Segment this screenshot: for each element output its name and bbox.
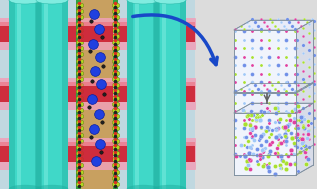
Ellipse shape [154,185,186,189]
Bar [0,82,195,86]
FancyBboxPatch shape [0,78,196,110]
Bar [127,0,159,189]
FancyBboxPatch shape [0,18,196,50]
Bar [17,0,21,189]
Bar [180,0,186,189]
Bar [154,0,186,189]
Bar [162,0,166,189]
Bar [36,0,42,189]
Bar [36,0,68,189]
Ellipse shape [127,0,159,4]
Bar [81,0,113,189]
Bar [76,0,81,189]
Bar [36,0,68,189]
Bar [0,22,195,26]
Ellipse shape [9,0,41,4]
Ellipse shape [154,185,186,189]
Bar [81,146,113,162]
Bar [81,22,113,26]
Polygon shape [296,83,314,155]
FancyBboxPatch shape [80,138,114,170]
Bar [36,0,42,189]
Bar [9,0,41,189]
Bar [17,0,21,189]
Ellipse shape [36,185,68,189]
Bar [153,0,159,189]
Bar [154,0,186,189]
Ellipse shape [36,0,68,4]
Bar [135,0,139,189]
Polygon shape [234,30,296,92]
Ellipse shape [9,0,41,4]
Bar [0,26,195,42]
Bar [153,0,159,189]
Ellipse shape [127,0,159,4]
Bar [36,0,41,189]
Bar [127,0,159,189]
Polygon shape [296,20,314,92]
Bar [154,0,159,189]
Bar [9,0,15,189]
Bar [44,0,48,189]
Bar [180,0,186,189]
Bar [154,0,159,189]
Ellipse shape [9,185,41,189]
Polygon shape [234,83,314,93]
Bar [127,0,133,189]
Polygon shape [234,103,314,113]
Ellipse shape [154,0,186,4]
Ellipse shape [127,185,159,189]
Ellipse shape [36,0,68,4]
Bar [162,0,166,189]
Bar [113,0,118,189]
Ellipse shape [127,185,159,189]
Polygon shape [296,103,314,175]
Bar [81,142,113,146]
Bar [81,86,113,102]
Polygon shape [234,93,296,155]
Ellipse shape [36,185,68,189]
Polygon shape [234,113,296,175]
Bar [127,0,133,189]
Ellipse shape [9,185,41,189]
Bar [81,26,113,42]
FancyBboxPatch shape [80,78,114,110]
Bar [36,0,41,189]
Bar [135,0,139,189]
Bar [44,0,48,189]
Ellipse shape [154,0,186,4]
Bar [62,0,68,189]
Bar [0,142,195,146]
Bar [0,86,195,102]
Bar [0,146,195,162]
FancyBboxPatch shape [80,18,114,50]
Bar [62,0,68,189]
Bar [9,0,15,189]
FancyBboxPatch shape [0,138,196,170]
Polygon shape [234,20,314,30]
Bar [81,82,113,86]
FancyArrowPatch shape [133,15,217,65]
Bar [9,0,41,189]
Bar [0,0,195,189]
